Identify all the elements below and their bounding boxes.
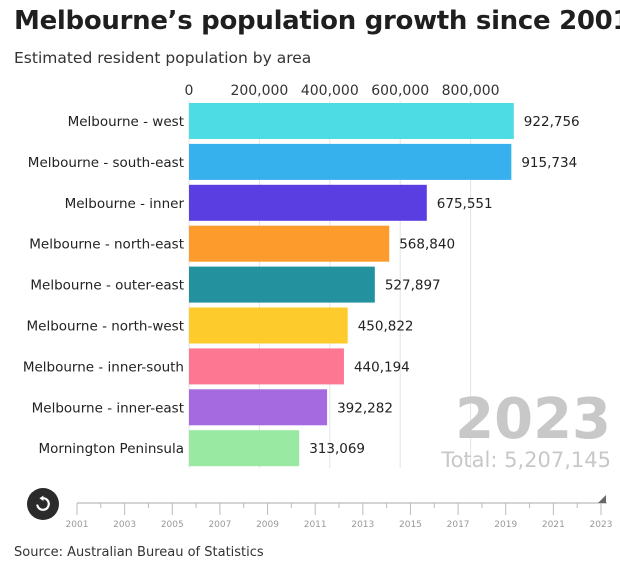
value-label: 440,194 [354,359,410,375]
bar [189,184,427,221]
value-label: 450,822 [358,319,414,335]
category-label: Melbourne - inner-south [23,359,184,375]
category-label: Melbourne - west [68,114,184,130]
value-label: 527,897 [385,278,441,294]
category-label: Melbourne - inner-east [32,400,184,416]
timeline-year-label: 2005 [161,520,184,530]
timeline-year-label: 2023 [590,520,613,530]
value-label: 313,069 [309,441,365,457]
value-label: 922,756 [524,114,580,130]
x-tick-label: 200,000 [230,83,288,99]
bars [189,103,514,467]
timeline-year-label: 2013 [351,520,374,530]
value-label: 568,840 [399,237,455,253]
bar [189,430,300,467]
chart-title: Melbourne’s population growth since 2001 [14,6,620,36]
bar [189,307,348,344]
value-label: 675,551 [437,196,493,212]
category-label: Melbourne - inner [65,196,185,212]
bar [189,225,390,262]
year-indicator: 2023 [455,387,611,452]
x-tick-label: 400,000 [301,83,359,99]
category-label: Mornington Peninsula [39,441,185,457]
timeline-year-label: 2009 [256,520,279,530]
bar [189,266,375,303]
category-label: Melbourne - north-west [27,319,184,335]
timeline-slider[interactable]: 2001 2003 2005 2007 2009 2011 2013 2015 2017 2019… [66,495,613,530]
source-note: Source: Australian Bureau of Statistics [14,545,264,560]
value-label: 915,734 [521,155,577,171]
timeline-year-label: 2015 [399,520,422,530]
value-label: 392,282 [337,400,393,416]
bar [189,103,514,139]
category-labels: Melbourne - west Melbourne - south-east Me… [23,114,185,457]
category-label: Melbourne - south-east [28,155,184,171]
x-tick-label: 0 [185,83,194,99]
x-tick-label: 800,000 [442,83,500,99]
timeline-year-label: 2019 [494,520,517,530]
timeline-year-label: 2017 [447,520,470,530]
category-label: Melbourne - north-east [29,237,184,253]
timeline-year-label: 2011 [304,520,327,530]
total-indicator: Total: 5,207,145 [440,448,611,472]
x-tick-label: 600,000 [371,83,429,99]
bar [189,389,328,426]
timeline-handle[interactable] [598,495,606,503]
x-axis-ticks: 0 200,000 400,000 600,000 800,000 [185,83,500,99]
value-labels: 922,756 915,734 675,551 568,840 527,897 450,8… [309,114,579,457]
replay-icon [36,495,50,511]
replay-button[interactable] [27,488,59,520]
bar [189,143,512,180]
timeline-year-label: 2021 [542,520,565,530]
timeline-year-label: 2007 [208,520,231,530]
bar [189,348,344,385]
category-label: Melbourne - outer-east [30,278,184,294]
timeline-year-label: 2001 [66,520,89,530]
timeline-year-label: 2003 [113,520,136,530]
chart-subtitle: Estimated resident population by area [14,49,312,67]
